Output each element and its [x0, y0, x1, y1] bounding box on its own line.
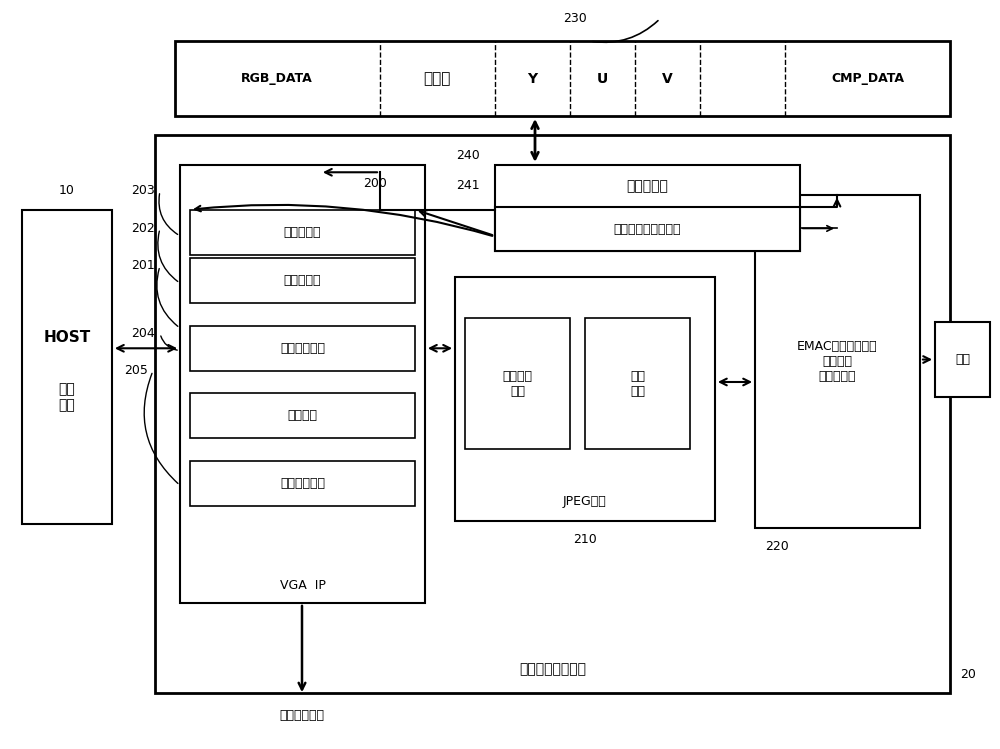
Text: 202: 202	[131, 222, 155, 235]
Bar	[175, 41, 950, 116]
Text: 基板管理控制芯片: 基板管理控制芯片	[519, 662, 586, 676]
Text: 205: 205	[124, 364, 148, 377]
Text: 寄存器更新: 寄存器更新	[284, 225, 321, 239]
Text: 压缩
模块: 压缩 模块	[630, 370, 645, 398]
Text: V: V	[662, 72, 672, 85]
Text: HOST: HOST	[43, 330, 91, 345]
Text: 204: 204	[131, 327, 155, 340]
Bar	[190, 461, 415, 506]
Text: VGA  IP: VGA IP	[280, 579, 325, 592]
Text: 240: 240	[456, 148, 480, 162]
Text: EMAC模块（以太网
介质访问
控制模块）: EMAC模块（以太网 介质访问 控制模块）	[797, 340, 878, 383]
Bar	[190, 393, 415, 438]
Text: RGB_DATA: RGB_DATA	[241, 72, 313, 85]
Text: 分辨率判断: 分辨率判断	[284, 274, 321, 288]
Text: 网络: 网络	[955, 353, 970, 366]
Text: 第二检测模块: 第二检测模块	[280, 476, 325, 490]
Text: 第一检测模块: 第一检测模块	[280, 342, 325, 355]
Bar	[22, 210, 112, 524]
Text: U: U	[596, 72, 608, 85]
Text: 格式转换
模块: 格式转换 模块	[503, 370, 533, 398]
Text: 判断模块: 判断模块	[288, 409, 318, 422]
Bar	[495, 165, 800, 251]
Text: CMP_DATA: CMP_DATA	[832, 72, 904, 85]
Text: 10: 10	[59, 184, 75, 198]
Bar	[755, 195, 920, 528]
Text: 存储器: 存储器	[423, 71, 451, 86]
Text: 230: 230	[563, 12, 587, 25]
Bar	[155, 135, 950, 693]
Text: 200: 200	[363, 177, 387, 190]
Bar	[180, 165, 425, 603]
Bar	[465, 318, 570, 449]
Text: 220: 220	[765, 540, 789, 554]
Text: Y: Y	[527, 72, 537, 85]
Bar	[190, 326, 415, 371]
Text: JPEG模块: JPEG模块	[563, 495, 607, 509]
Text: 存储控制器: 存储控制器	[627, 179, 668, 192]
Bar	[585, 318, 690, 449]
Text: 241: 241	[456, 179, 480, 192]
Text: 寄存器更新检测模块: 寄存器更新检测模块	[614, 222, 681, 236]
Bar	[455, 277, 715, 521]
Text: （主
机）: （主 机）	[59, 382, 75, 412]
Text: 210: 210	[573, 533, 597, 546]
Text: 本地显示设备: 本地显示设备	[280, 709, 324, 722]
Text: 203: 203	[131, 184, 155, 198]
Bar	[935, 322, 990, 397]
Bar	[495, 207, 800, 251]
Bar	[190, 210, 415, 255]
Bar	[190, 258, 415, 303]
Text: 20: 20	[960, 667, 976, 681]
Text: 201: 201	[131, 259, 155, 273]
